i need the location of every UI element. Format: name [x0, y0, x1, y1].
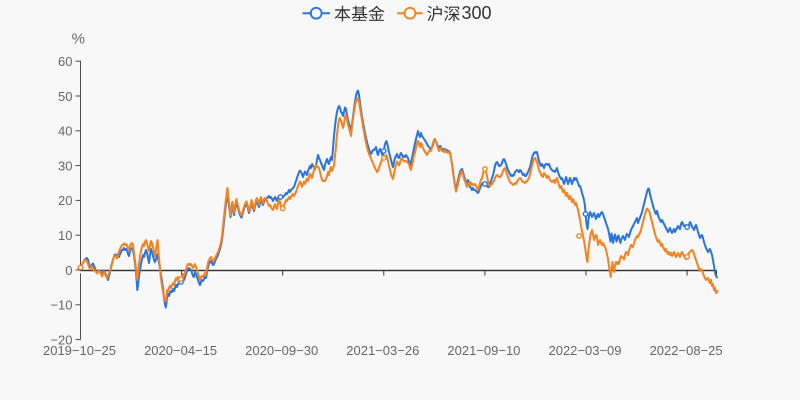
svg-text:2022−03−09: 2022−03−09	[548, 343, 621, 358]
svg-text:2021−09−10: 2021−09−10	[447, 343, 520, 358]
svg-text:40: 40	[58, 124, 72, 139]
svg-text:50: 50	[58, 89, 72, 104]
svg-text:%: %	[72, 31, 85, 48]
svg-text:2022−08−25: 2022−08−25	[650, 343, 723, 358]
svg-text:2020−09−30: 2020−09−30	[245, 343, 318, 358]
svg-text:300: 300	[462, 3, 492, 23]
svg-text:2019−10−25: 2019−10−25	[43, 343, 116, 358]
svg-text:10: 10	[58, 228, 72, 243]
svg-text:−10: −10	[50, 298, 72, 313]
svg-text:2021−03−26: 2021−03−26	[346, 343, 419, 358]
svg-text:2020−04−15: 2020−04−15	[144, 343, 217, 358]
svg-text:−20: −20	[50, 332, 72, 347]
svg-text:20: 20	[58, 193, 72, 208]
svg-text:0: 0	[65, 263, 72, 278]
svg-text:30: 30	[58, 158, 72, 173]
svg-text:60: 60	[58, 54, 72, 69]
